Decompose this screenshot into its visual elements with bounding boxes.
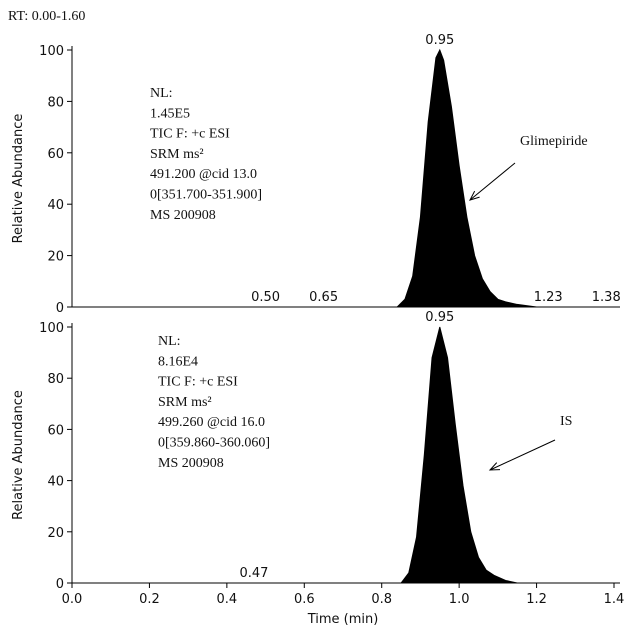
info-line: MS 200908: [158, 456, 224, 471]
peak-label: 0.95: [425, 33, 454, 48]
info-line: SRM ms²: [150, 147, 204, 162]
info-line: NL:: [150, 86, 173, 101]
peak-label: 1.23: [534, 290, 563, 305]
compound-label: Glimepiride: [520, 134, 588, 149]
x-tick-label: 0.4: [217, 592, 238, 607]
x-axis-label: Time (min): [307, 612, 379, 627]
x-tick-label: 1.4: [604, 592, 625, 607]
x-tick-label: 0.6: [294, 592, 315, 607]
peak-label: 0.95: [425, 310, 454, 325]
arrow-head: [469, 190, 480, 201]
peak-label: 1.38: [592, 290, 621, 305]
y-tick-label: 100: [39, 321, 64, 336]
info-line: 499.260 @cid 16.0: [158, 415, 265, 430]
peak-label: 0.50: [251, 290, 280, 305]
y-tick-label: 60: [47, 147, 64, 162]
info-line: 0[359.860-360.060]: [158, 436, 270, 451]
peak-area: [72, 48, 614, 308]
y-tick-label: 0: [56, 301, 64, 316]
info-line: 8.16E4: [158, 354, 198, 369]
peak-label: 0.47: [239, 566, 268, 581]
info-line: 1.45E5: [150, 106, 190, 121]
y-tick-label: 80: [47, 372, 64, 387]
compound-label: IS: [560, 414, 572, 429]
x-tick-label: 1.0: [449, 592, 470, 607]
x-tick-label: 0.0: [62, 592, 83, 607]
y-tick-label: 100: [39, 44, 64, 59]
arrow-line: [489, 439, 556, 471]
info-line: NL:: [158, 334, 181, 349]
y-axis-label: Relative Abundance: [11, 390, 26, 520]
peak-area: [72, 326, 614, 584]
y-tick-label: 20: [47, 526, 64, 541]
y-tick-label: 0: [56, 577, 64, 592]
x-tick-label: 0.2: [139, 592, 160, 607]
arrow-head: [488, 462, 501, 471]
x-tick-label: 0.8: [371, 592, 392, 607]
y-tick-label: 80: [47, 95, 64, 110]
info-line: SRM ms²: [158, 395, 212, 410]
info-line: TIC F: +c ESI: [150, 127, 230, 142]
y-axis-label: Relative Abundance: [11, 114, 26, 244]
arrow-line: [469, 162, 516, 201]
info-line: MS 200908: [150, 208, 216, 223]
y-tick-label: 60: [47, 423, 64, 438]
info-line: 0[351.700-351.900]: [150, 188, 262, 203]
info-line: TIC F: +c ESI: [158, 375, 238, 390]
info-line: 491.200 @cid 13.0: [150, 167, 257, 182]
y-tick-label: 20: [47, 250, 64, 265]
y-tick-label: 40: [47, 475, 64, 490]
rt-range: RT: 0.00-1.60: [8, 9, 85, 24]
y-tick-label: 40: [47, 198, 64, 213]
peak-label: 0.65: [309, 290, 338, 305]
x-tick-label: 1.2: [526, 592, 547, 607]
